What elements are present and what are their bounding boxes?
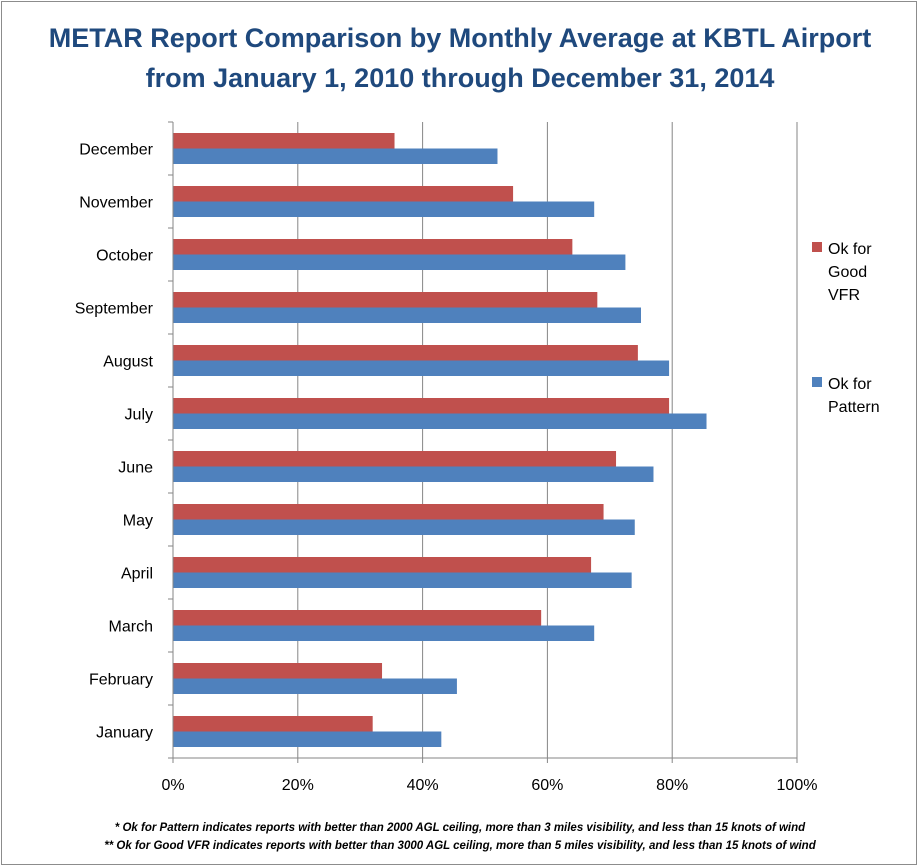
chart-title-line2: from January 1, 2010 through December 31… xyxy=(145,63,775,93)
category-label: November xyxy=(79,195,153,212)
x-tick-label: 60% xyxy=(531,777,563,794)
bar-ok-for-pattern-november xyxy=(173,201,595,217)
axes xyxy=(168,121,798,763)
category-label: December xyxy=(79,142,153,159)
category-label: February xyxy=(89,672,153,689)
axis-labels: December November October September August Ju… xyxy=(75,142,818,795)
category-label: October xyxy=(96,248,154,265)
category-label: August xyxy=(103,354,153,371)
bar-ok-for-good-vfr-april xyxy=(173,557,592,573)
category-label: May xyxy=(123,513,153,530)
bar-ok-for-pattern-december xyxy=(173,148,498,164)
bar-ok-for-good-vfr-august xyxy=(173,345,638,361)
bar-ok-for-good-vfr-november xyxy=(173,186,514,202)
bar-ok-for-pattern-march xyxy=(173,625,595,641)
bar-ok-for-pattern-april xyxy=(173,572,632,588)
bars xyxy=(173,133,707,747)
category-label: January xyxy=(96,725,153,742)
bar-ok-for-good-vfr-december xyxy=(173,133,395,149)
legend-label: Pattern xyxy=(828,399,880,416)
bar-ok-for-pattern-july xyxy=(173,413,707,429)
bar-ok-for-good-vfr-january xyxy=(173,716,373,732)
gridlines xyxy=(297,122,798,758)
legend: Ok for Good VFR Ok for Pattern xyxy=(812,241,880,416)
bar-ok-for-pattern-may xyxy=(173,519,635,535)
bar-ok-for-pattern-august xyxy=(173,360,670,376)
bar-ok-for-pattern-february xyxy=(173,678,457,694)
category-label: April xyxy=(121,566,153,583)
bar-ok-for-pattern-january xyxy=(173,731,442,747)
bar-ok-for-good-vfr-september xyxy=(173,292,598,308)
bar-ok-for-pattern-september xyxy=(173,307,641,323)
legend-label: Ok for xyxy=(828,241,872,258)
bar-ok-for-pattern-june xyxy=(173,466,654,482)
bar-ok-for-pattern-october xyxy=(173,254,626,270)
footnote-good-vfr: ** Ok for Good VFR indicates reports wit… xyxy=(104,840,816,852)
legend-label: Good xyxy=(828,264,867,281)
x-tick-label: 100% xyxy=(777,777,818,794)
legend-swatch-pattern xyxy=(812,377,822,387)
x-tick-label: 0% xyxy=(161,777,184,794)
category-label: July xyxy=(125,407,153,424)
category-label: June xyxy=(118,460,153,477)
legend-label: Ok for xyxy=(828,376,872,393)
bar-ok-for-good-vfr-february xyxy=(173,663,383,679)
x-tick-label: 20% xyxy=(282,777,314,794)
bar-ok-for-good-vfr-may xyxy=(173,504,604,520)
bar-ok-for-good-vfr-july xyxy=(173,398,670,414)
legend-label: VFR xyxy=(828,287,860,304)
x-tick-label: 80% xyxy=(656,777,688,794)
category-label: March xyxy=(109,619,153,636)
bar-ok-for-good-vfr-october xyxy=(173,239,573,255)
bar-ok-for-good-vfr-june xyxy=(173,451,617,467)
bar-ok-for-good-vfr-march xyxy=(173,610,542,626)
chart-title-line1: METAR Report Comparison by Monthly Avera… xyxy=(48,23,872,53)
legend-swatch-good-vfr xyxy=(812,242,822,252)
category-label: September xyxy=(75,301,154,318)
x-tick-label: 40% xyxy=(407,777,439,794)
footnote-pattern: * Ok for Pattern indicates reports with … xyxy=(114,822,806,834)
